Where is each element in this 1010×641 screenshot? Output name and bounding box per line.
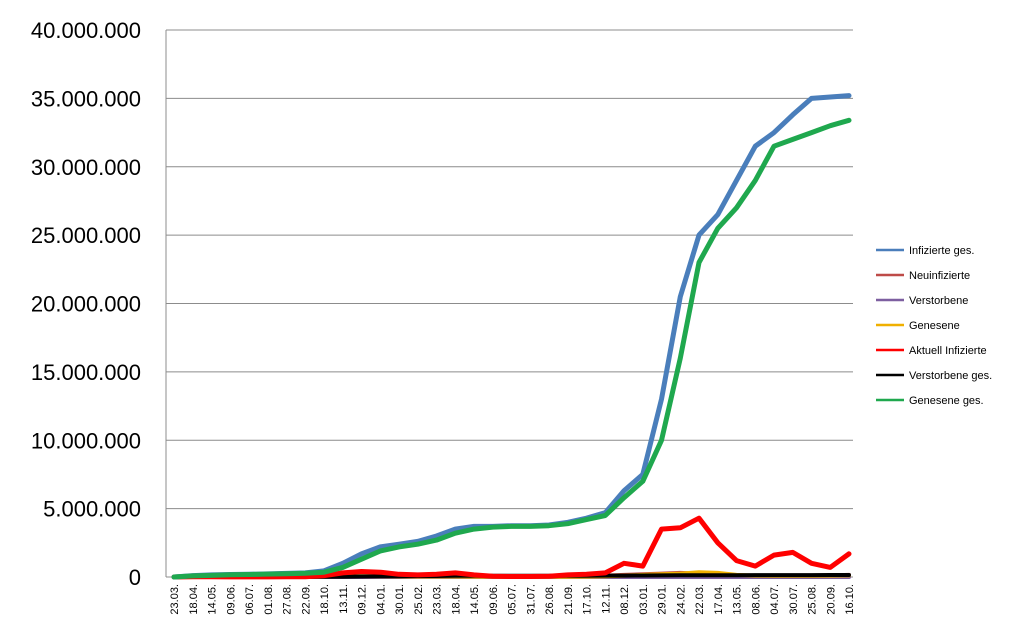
x-tick-label: 14.05. — [207, 584, 219, 615]
x-tick-label: 31.07. — [525, 584, 537, 615]
x-tick-label: 04.01. — [375, 584, 387, 615]
x-tick-label: 22.03. — [694, 584, 706, 615]
y-tick-label: 30.000.000 — [31, 155, 141, 180]
x-tick-label: 29.01. — [657, 584, 669, 615]
x-tick-label: 09.12. — [357, 584, 369, 615]
x-tick-label: 21.09. — [563, 584, 575, 615]
x-tick-label: 18.04. — [450, 584, 462, 615]
x-tick-label: 13.11. — [338, 584, 350, 614]
legend: Infizierte ges. Neuinfizierte Verstorbene G… — [876, 245, 992, 407]
x-tick-label: 30.01. — [394, 584, 406, 615]
x-tick-label: 12.11. — [600, 584, 612, 614]
legend-label: Genesene ges. — [909, 395, 984, 407]
x-tick-label: 26.08. — [544, 584, 556, 615]
x-tick-label: 05.07. — [507, 584, 519, 615]
y-tick-label: 35.000.000 — [31, 86, 141, 111]
x-tick-label: 17.10. — [582, 584, 594, 615]
x-tick-label: 24.02. — [675, 584, 687, 615]
plot-series — [171, 93, 852, 580]
y-tick-label: 15.000.000 — [31, 360, 141, 385]
x-tick-label: 25.08. — [807, 584, 819, 615]
x-tick-label: 30.07. — [788, 584, 800, 615]
legend-label: Verstorbene — [909, 295, 968, 307]
x-tick-label: 22.09. — [300, 584, 312, 615]
x-tick-label: 23.03. — [169, 584, 181, 615]
y-tick-label: 0 — [129, 565, 141, 590]
x-tick-label: 13.05. — [732, 584, 744, 615]
legend-label: Genesene — [909, 320, 960, 332]
x-tick-label: 08.06. — [750, 584, 762, 615]
series-line-0 — [171, 93, 852, 580]
legend-label: Infizierte ges. — [909, 245, 974, 257]
legend-label: Aktuell Infizierte — [909, 345, 987, 357]
x-tick-label: 18.04. — [188, 584, 200, 615]
y-tick-label: 5.000.000 — [43, 497, 141, 522]
x-tick-label: 06.07. — [244, 584, 256, 615]
x-tick-label: 09.06. — [488, 584, 500, 615]
x-tick-label: 23.03. — [432, 584, 444, 615]
legend-label: Neuinfizierte — [909, 270, 970, 282]
y-tick-label: 25.000.000 — [31, 223, 141, 248]
x-tick-label: 03.01. — [638, 584, 650, 615]
x-tick-label: 17.04. — [713, 584, 725, 615]
x-tick-label: 14.05. — [469, 584, 481, 615]
x-tick-label: 25.02. — [413, 584, 425, 615]
x-tick-label: 20.09. — [825, 584, 837, 615]
series-line-4 — [171, 515, 852, 580]
x-tick-label: 09.06. — [225, 584, 237, 615]
y-tick-label: 20.000.000 — [31, 292, 141, 317]
series-line-6 — [171, 117, 852, 580]
x-tick-label: 04.07. — [769, 584, 781, 615]
legend-label: Verstorbene ges. — [909, 370, 992, 382]
x-axis: 23.03. 18.04. 14.05. 09.06. 06.07. 01.08. 27.0… — [166, 576, 856, 615]
y-tick-label: 10.000.000 — [31, 428, 141, 453]
x-tick-label: 01.08. — [263, 584, 275, 615]
x-tick-label: 27.08. — [282, 584, 294, 615]
x-tick-label: 18.10. — [319, 584, 331, 615]
x-tick-label: 16.10. — [844, 584, 856, 615]
y-axis: 0 5.000.000 10.000.000 15.000.000 20.000.000… — [31, 18, 167, 590]
x-tick-label: 08.12. — [619, 584, 631, 615]
y-tick-label: 40.000.000 — [31, 18, 141, 43]
grid-lines — [166, 29, 853, 578]
